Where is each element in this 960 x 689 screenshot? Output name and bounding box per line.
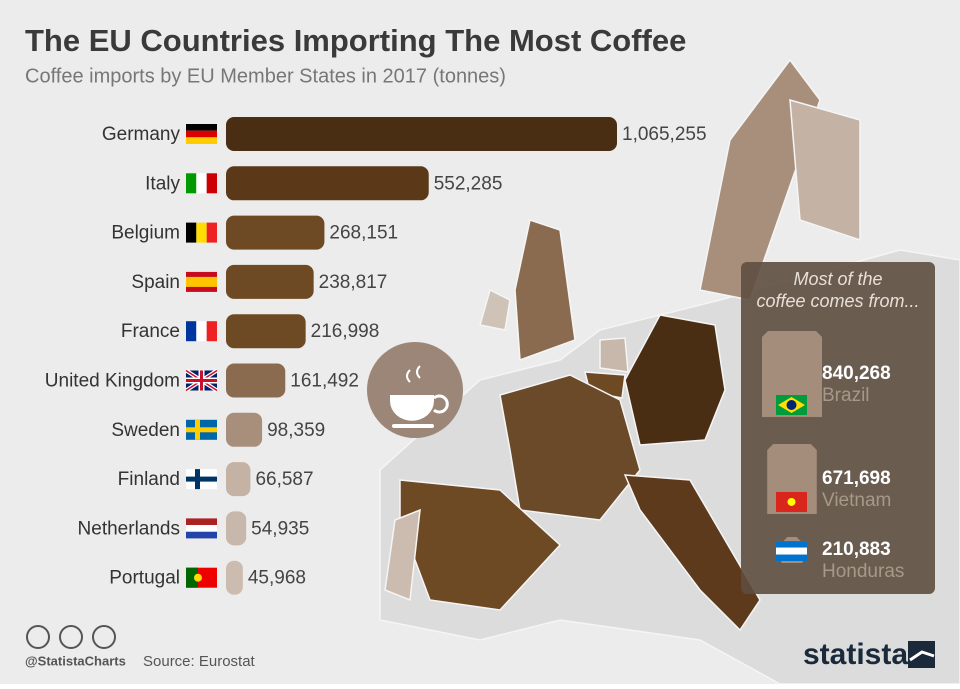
flag-part [186,321,197,342]
source-value: 840,268 [822,363,891,384]
flag-part [186,379,217,382]
bar [226,412,263,447]
category-label: Sweden [111,420,180,441]
flag-part [196,173,207,194]
source-country: Brazil [822,385,870,406]
bar [226,363,286,398]
flag [776,491,807,512]
bar [226,314,306,349]
flag-part [196,321,207,342]
bar [226,215,325,250]
flag-part [186,531,217,539]
bar [226,462,251,497]
flag [184,368,219,393]
flag-part [786,400,797,410]
flag-part [186,276,217,287]
chart-subtitle: Coffee imports by EU Member States in 20… [25,65,506,87]
flag-part [186,137,217,144]
value-label: 1,065,255 [622,124,707,145]
flag [186,567,217,588]
bar [226,264,314,299]
flag-part [206,222,217,243]
category-label: Belgium [111,223,180,244]
bar [226,560,243,595]
category-label: Finland [118,469,180,490]
flag-part [206,321,217,342]
category-label: Germany [102,124,181,145]
flag [186,173,217,194]
value-label: 216,998 [311,321,380,342]
bar [226,117,617,151]
coffee-cup-icon [367,342,463,438]
flag-part [776,541,807,548]
value-label: 54,935 [251,518,309,539]
value-label: 268,151 [329,223,398,244]
category-label: Netherlands [78,518,180,539]
flag-part [186,173,197,194]
flag-part [196,222,207,243]
flag-part [186,222,197,243]
sweden-shape [699,58,821,301]
flag [186,469,217,490]
flag-part [206,173,217,194]
category-label: United Kingdom [45,371,180,392]
footer: @StatistaCharts Source: Eurostat statist… [25,625,935,671]
value-label: 238,817 [319,272,388,293]
category-label: Italy [145,173,180,194]
source-value: 671,698 [822,468,891,489]
flag-part [186,130,217,138]
bar [226,166,429,201]
flag [186,124,217,144]
netherlands-shape [599,337,629,373]
category-label: France [121,321,180,342]
flag-part [186,476,217,482]
flag-part [787,497,796,506]
flag [186,518,217,539]
ireland-shape [479,288,511,331]
flag [776,395,807,415]
italy-shape [623,474,761,632]
portugal-shape [384,508,421,602]
flag-part [186,427,217,433]
panel-title: Most of the coffee comes from... [756,269,919,311]
flag-part [186,518,217,526]
flag-part [186,525,217,532]
value-label: 98,359 [267,420,325,441]
flag [186,321,217,342]
flag-part [194,573,202,582]
source-value: 210,883 [822,539,891,560]
category-label: Portugal [109,568,180,589]
uk-shape [514,219,576,362]
flag [186,271,217,292]
chart-title: The EU Countries Importing The Most Coff… [25,23,686,58]
source-country: Vietnam [822,490,891,511]
flag-part [776,554,807,562]
bar [226,511,247,546]
source: Source: Eurostat [143,653,256,670]
france-shape [499,374,641,521]
flag-part [186,567,198,588]
flag [186,222,217,243]
value-label: 45,968 [248,568,306,589]
finland-shape [789,98,861,242]
handle: @StatistaCharts [25,653,126,668]
flag [776,541,807,562]
flag-part [186,124,217,131]
brand: statista [803,638,908,671]
category-label: Spain [131,272,180,293]
value-label: 161,492 [290,371,359,392]
value-label: 552,285 [434,173,503,194]
source-country: Honduras [822,561,904,582]
value-label: 66,587 [255,469,313,490]
flag [186,419,217,440]
